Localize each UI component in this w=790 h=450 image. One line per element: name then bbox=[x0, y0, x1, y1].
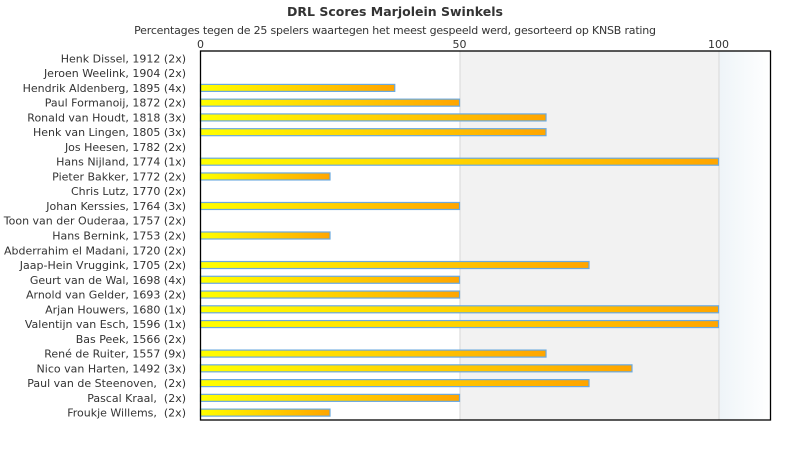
chart-title: DRL Scores Marjolein Swinkels bbox=[287, 4, 503, 19]
category-label: Henk van Lingen, 1805 (3x) bbox=[33, 126, 186, 139]
category-labels: Henk Dissel, 1912 (2x) Jeroen Weelink, 19… bbox=[3, 52, 186, 419]
category-label: Ronald van Houdt, 1818 (3x) bbox=[27, 111, 186, 124]
bar bbox=[199, 364, 633, 373]
bar bbox=[199, 113, 547, 122]
category-label: Pieter Bakker, 1772 (2x) bbox=[52, 170, 186, 183]
chart-subtitle: Percentages tegen de 25 spelers waartege… bbox=[134, 24, 656, 37]
category-label: Hendrik Aldenberg, 1895 (4x) bbox=[23, 82, 186, 95]
category-label: Jos Heesen, 1782 (2x) bbox=[64, 141, 186, 154]
category-label: Geurt van de Wal, 1698 (4x) bbox=[30, 274, 186, 287]
bar bbox=[199, 128, 547, 137]
bar bbox=[199, 157, 720, 166]
plot-frame bbox=[199, 50, 772, 421]
bars bbox=[199, 83, 720, 417]
bar bbox=[199, 408, 331, 417]
category-label: Jaap-Hein Vruggink, 1705 (2x) bbox=[19, 259, 186, 272]
bar bbox=[199, 305, 720, 314]
category-label: Arjan Houwers, 1680 (1x) bbox=[45, 303, 186, 316]
x-tick-label: 50 bbox=[453, 38, 467, 51]
category-label: René de Ruiter, 1557 (9x) bbox=[44, 348, 186, 361]
category-label: Hans Bernink, 1753 (2x) bbox=[52, 230, 186, 243]
category-label: Nico van Harten, 1492 (3x) bbox=[37, 362, 186, 375]
x-tick-label: 0 bbox=[197, 38, 204, 51]
category-label: Abderrahim el Madani, 1720 (2x) bbox=[4, 244, 186, 257]
category-label: Valentijn van Esch, 1596 (1x) bbox=[25, 318, 186, 331]
category-label: Chris Lutz, 1770 (2x) bbox=[71, 185, 186, 198]
category-label: Paul Formanoij, 1872 (2x) bbox=[45, 97, 186, 110]
bar bbox=[199, 290, 461, 299]
band-50-100 bbox=[459, 51, 719, 420]
bar bbox=[199, 201, 461, 211]
category-label: Henk Dissel, 1912 (2x) bbox=[61, 52, 186, 65]
category-label: Pascal Kraal, (2x) bbox=[87, 392, 186, 405]
gridlines bbox=[459, 51, 720, 420]
category-label: Hans Nijland, 1774 (1x) bbox=[56, 156, 186, 169]
category-label: Paul van de Steenoven, (2x) bbox=[27, 377, 186, 390]
bar bbox=[199, 231, 331, 240]
bar bbox=[199, 379, 590, 388]
category-label: Arnold van Gelder, 1693 (2x) bbox=[26, 289, 186, 302]
bar bbox=[199, 393, 461, 402]
category-label: Johan Kerssies, 1764 (3x) bbox=[45, 200, 186, 213]
plot-border bbox=[199, 50, 772, 421]
bar bbox=[199, 260, 590, 270]
x-axis-ticks: 0 50 100 bbox=[197, 38, 729, 51]
bar bbox=[199, 349, 547, 358]
x-tick-label: 100 bbox=[708, 38, 729, 51]
band-100-plus bbox=[718, 51, 771, 420]
category-label: Froukje Willems, (2x) bbox=[67, 407, 186, 420]
bar bbox=[199, 319, 720, 329]
bar bbox=[199, 98, 461, 107]
category-label: Toon van der Ouderaa, 1757 (2x) bbox=[3, 215, 186, 228]
background-bands bbox=[200, 51, 771, 420]
category-label: Bas Peek, 1566 (2x) bbox=[76, 333, 186, 346]
bar bbox=[199, 83, 396, 93]
category-label: Jeroen Weelink, 1904 (2x) bbox=[43, 67, 186, 80]
bar bbox=[199, 172, 331, 181]
bar bbox=[199, 275, 461, 284]
